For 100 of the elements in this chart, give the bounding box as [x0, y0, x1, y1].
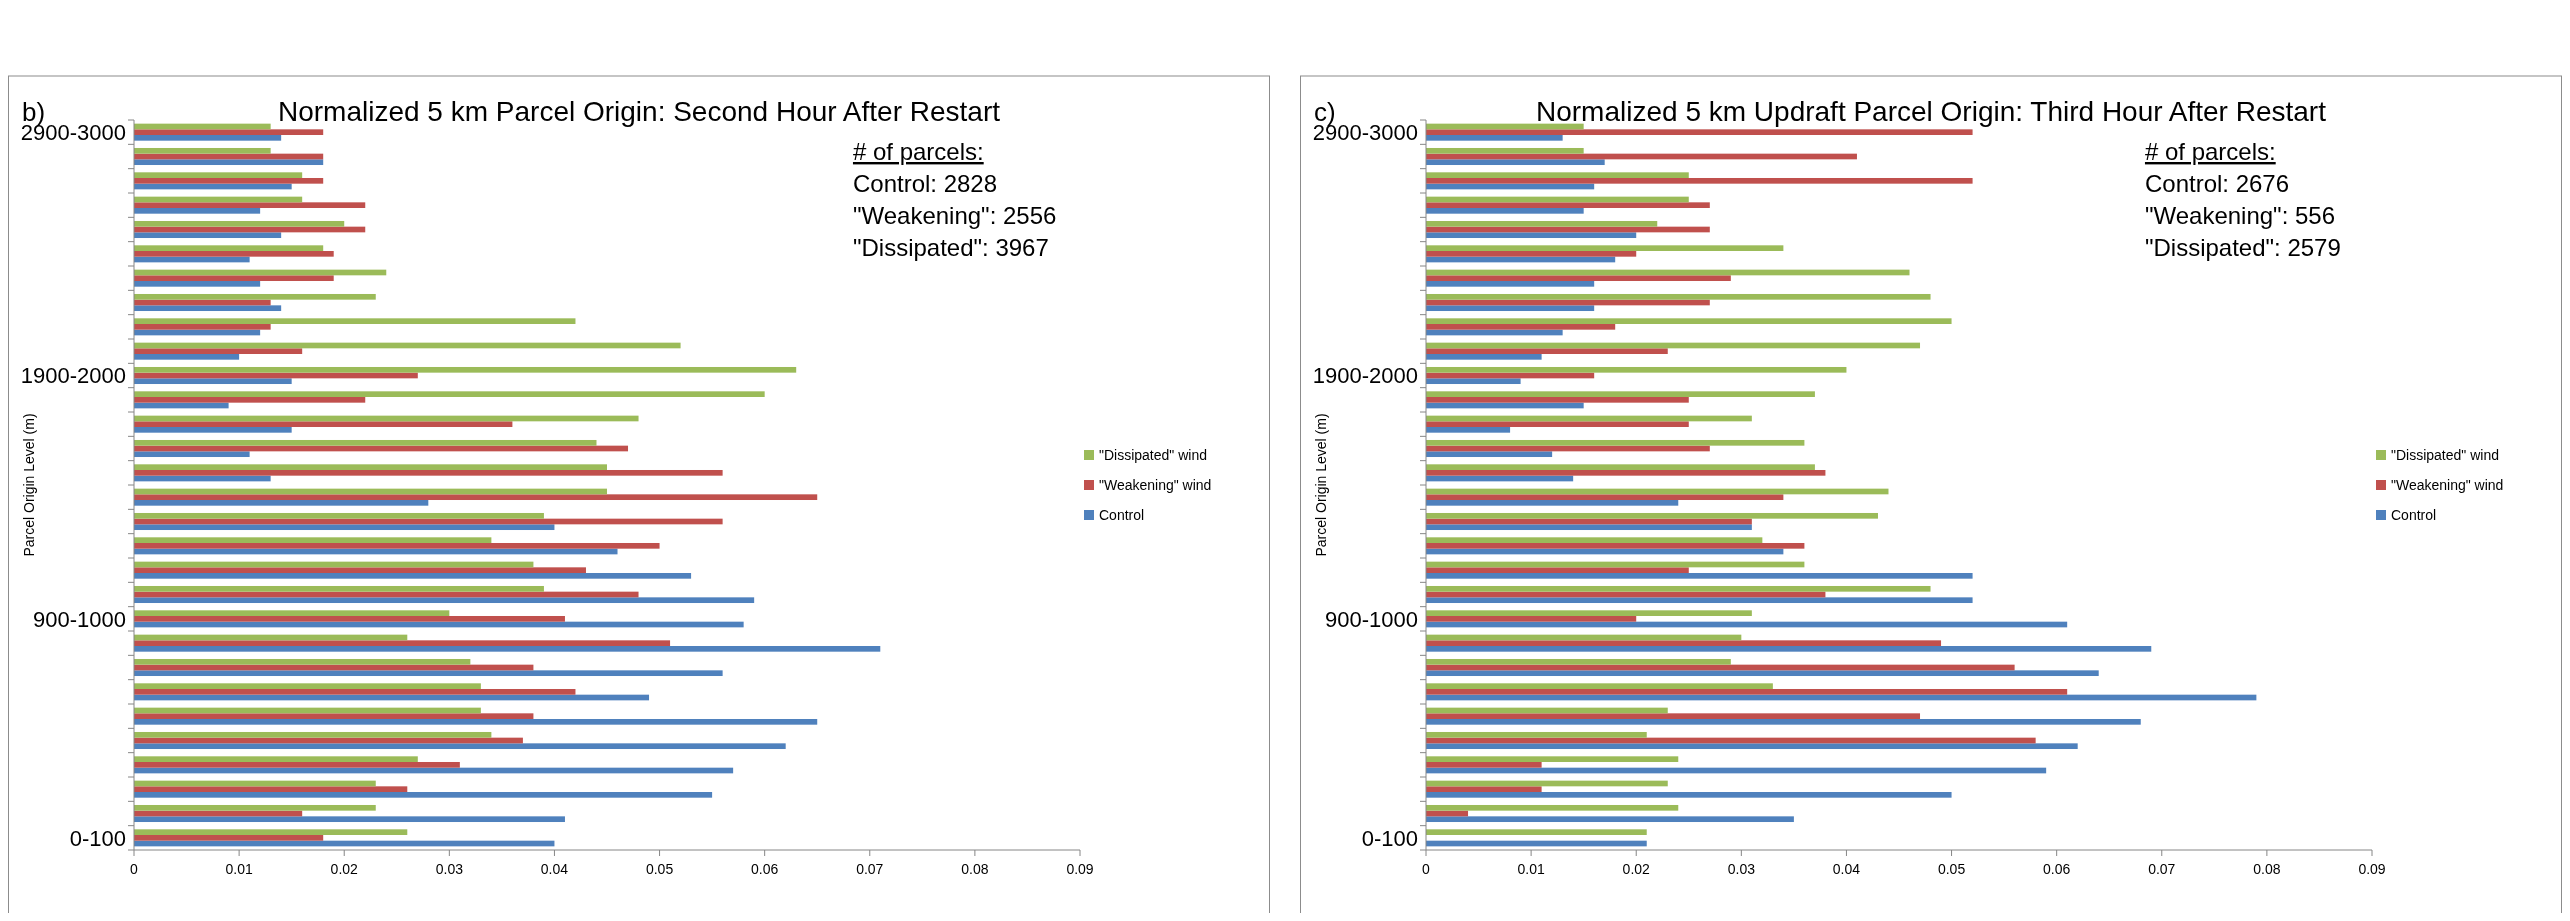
bar: [134, 464, 607, 470]
annotation: Control: 2828: [852, 170, 998, 197]
bar: [134, 786, 408, 793]
bar: [1426, 597, 1973, 604]
x-tick-label: 0.09: [2358, 861, 2386, 877]
bar: [1426, 658, 1731, 665]
x-tick-label: 0.08: [2253, 861, 2281, 877]
bar: [1426, 761, 1542, 768]
bar: [134, 135, 282, 141]
x-tick-label: 0.07: [2148, 861, 2176, 877]
bar: [134, 172, 303, 178]
bar: [1426, 610, 1752, 616]
bar: [134, 245, 324, 251]
x-tick-label: 0.03: [1727, 861, 1756, 877]
bar: [1426, 378, 1521, 385]
bar: [1426, 670, 2099, 677]
bar: [134, 792, 713, 798]
annotation: # of parcels:: [2144, 138, 2276, 165]
bar: [1426, 792, 1952, 798]
bar: [134, 512, 544, 519]
bar: [134, 159, 324, 166]
bar: [134, 640, 671, 647]
bar: [1426, 396, 1689, 403]
y-tick-label: 0-100: [69, 825, 126, 851]
bar: [134, 439, 597, 446]
bar: [1426, 816, 1794, 823]
bar: [1426, 439, 1805, 446]
bar: [1426, 281, 1595, 287]
annotation: "Weakening": 2556: [852, 202, 1057, 229]
bar: [1426, 494, 1784, 501]
bar: [1426, 567, 1689, 574]
bar: [1426, 719, 2141, 725]
bar: [134, 567, 586, 574]
bar: [1426, 451, 1553, 458]
bar: [134, 451, 250, 458]
bar: [134, 305, 282, 312]
bar: [134, 421, 513, 428]
y-tick-label: 900-1000: [1325, 606, 1418, 632]
bar: [134, 250, 334, 257]
bar: [1426, 640, 1942, 647]
y-tick-label: 0-100: [1361, 825, 1418, 851]
x-tick-label: 0.04: [540, 861, 569, 877]
bar: [1426, 172, 1689, 178]
bar: [134, 713, 534, 720]
bar: [134, 469, 723, 476]
bar: [134, 323, 271, 330]
bar: [134, 646, 881, 652]
chart-title: Normalized 5 km Updraft Parcel Origin: Third Hour After Restart: [1536, 96, 2327, 127]
bar: [1426, 469, 1826, 476]
bar: [1426, 615, 1637, 622]
x-tick-label: 0.05: [1937, 861, 1966, 877]
y-tick-label: 1900-2000: [1312, 363, 1418, 389]
bar: [1426, 646, 2152, 652]
bar: [1426, 232, 1637, 239]
legend-label: "Dissipated" wind: [2391, 446, 2499, 463]
bar: [134, 658, 471, 665]
bar: [134, 834, 324, 841]
bar: [1426, 500, 1679, 506]
bar: [1426, 731, 1647, 738]
x-tick-label: 0.04: [1832, 861, 1861, 877]
bar: [1426, 512, 1878, 519]
y-axis-title: Parcel Origin Level (m): [21, 413, 37, 557]
x-tick-label: 0.05: [645, 861, 674, 877]
legend-label: Control: [2391, 506, 2437, 523]
bar: [134, 500, 429, 506]
bar: [1426, 250, 1637, 257]
bar: [134, 610, 450, 616]
bar: [134, 396, 366, 403]
bar: [134, 683, 481, 689]
bar: [134, 688, 576, 695]
bar: [134, 348, 303, 355]
x-tick-label: 0.01: [225, 861, 253, 877]
bar: [1426, 829, 1647, 835]
bar: [1426, 177, 1973, 184]
bar: [134, 275, 334, 282]
bar: [134, 427, 292, 433]
bar: [1426, 804, 1679, 811]
bar: [1426, 464, 1815, 470]
x-tick-label: 0.09: [1066, 861, 1094, 877]
chart-title: Normalized 5 km Parcel Origin: Second Hour After Restart: [277, 96, 1001, 127]
x-tick-label: 0.06: [2043, 861, 2071, 877]
bar: [134, 220, 345, 227]
x-tick-label: 0: [130, 861, 139, 877]
bar: [1426, 713, 1921, 720]
bar: [134, 615, 565, 622]
bar: [1426, 245, 1784, 251]
bar: [134, 585, 544, 592]
y-tick-label: 1900-2000: [20, 363, 126, 389]
bar: [134, 670, 723, 677]
y-tick-label: 900-1000: [33, 606, 126, 632]
x-tick-label: 0.08: [961, 861, 989, 877]
bar: [134, 391, 765, 397]
bar: [134, 281, 261, 287]
bar: [1426, 756, 1679, 762]
x-tick-label: 0.02: [1622, 861, 1651, 877]
bar: [1426, 573, 1973, 579]
bar: [134, 743, 786, 750]
bar: [1426, 348, 1668, 355]
bar: [1426, 743, 2078, 750]
bar: [1426, 323, 1616, 330]
